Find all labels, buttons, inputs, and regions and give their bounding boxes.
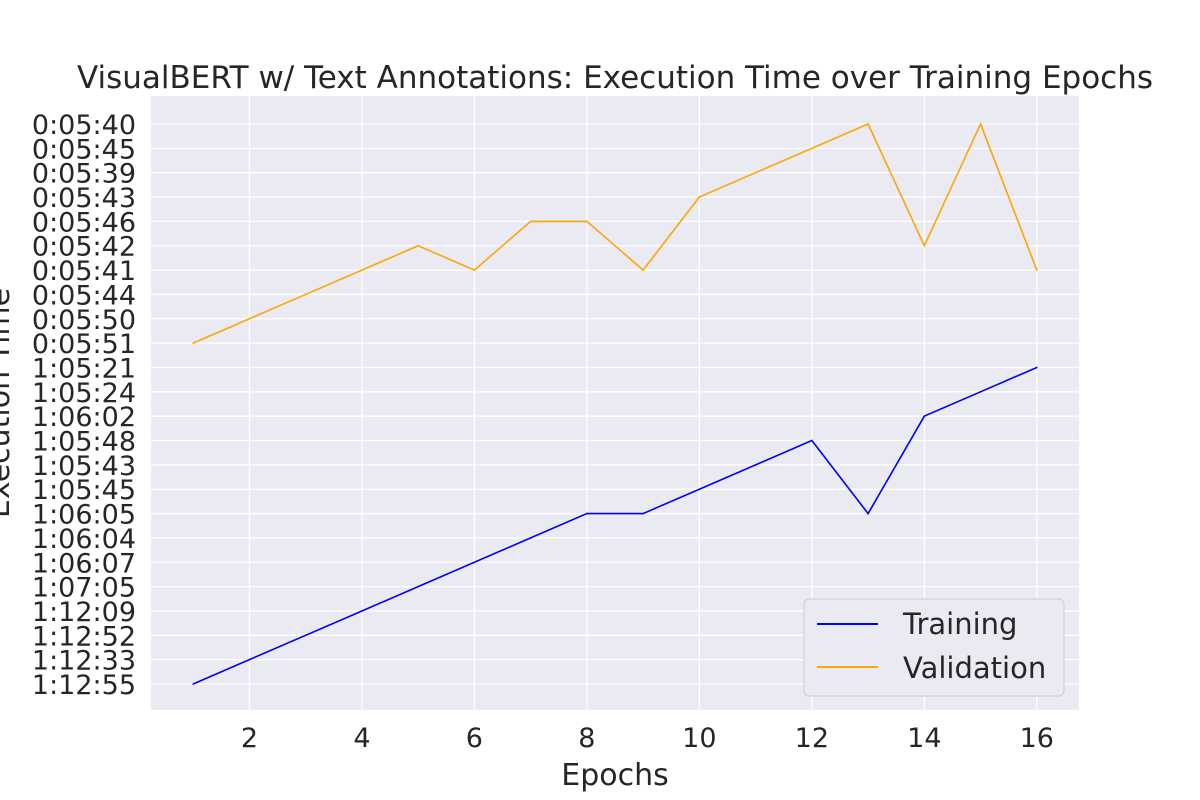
y-axis-label: Execution Time [0,288,17,518]
data-point-validation [586,220,588,223]
data-point-training [248,658,251,661]
data-point-validation [361,269,363,271]
data-point-validation [1036,269,1038,271]
data-point-validation [867,123,869,125]
y-tick-label: 1:05:21 [32,353,136,384]
y-tick-label: 1:06:07 [32,548,136,579]
x-tick-label: 16 [1020,723,1054,754]
data-point-validation [979,123,982,125]
data-point-validation [248,317,251,320]
data-point-training [361,610,363,612]
data-point-validation [698,196,701,198]
data-point-validation [192,342,194,344]
y-tick-labels: 1:12:551:12:331:12:521:12:091:07:051:06:… [32,110,136,701]
data-point-validation [473,269,476,271]
data-point-validation [417,244,419,247]
data-point-training [642,512,644,515]
series-line-validation [192,121,1038,344]
data-point-training [923,415,926,417]
y-tick-label: 1:05:24 [32,378,136,409]
x-tick-label: 14 [907,723,941,754]
data-point-training [192,683,194,685]
chart-title: VisualBERT w/ Text Annotations: Executio… [77,60,1153,96]
legend: Training Validation [803,598,1065,697]
data-point-training [811,439,813,442]
x-axis-label: Epochs [561,758,669,793]
y-tick-label: 1:12:09 [32,597,136,628]
y-tick-label: 0:05:40 [32,110,136,141]
x-tick-label: 4 [353,723,370,754]
data-point-training [754,464,757,466]
legend-label-validation: Validation [903,651,1046,685]
series-lines [192,121,1038,685]
y-tick-label: 1:12:33 [32,646,136,677]
y-tick-label: 0:05:39 [32,159,136,190]
y-tick-label: 0:05:42 [32,232,136,263]
data-point-training [979,391,982,393]
data-point-validation [529,220,532,223]
y-tick-label: 1:06:02 [32,402,136,433]
data-point-training [304,634,307,637]
y-tick-label: 1:05:43 [32,451,136,482]
y-tick-label: 1:12:55 [32,670,136,701]
data-point-training [1036,366,1038,369]
x-tick-labels: 2 4 6 8 10 12 14 16 [241,723,1054,754]
y-tick-label: 0:05:44 [32,280,136,311]
data-point-validation [304,293,307,296]
y-tick-label: 0:05:41 [32,256,136,287]
data-point-training [867,512,869,515]
data-point-validation [754,171,757,174]
data-point-validation [923,244,926,247]
y-tick-label: 0:05:50 [32,305,136,336]
data-point-training [698,488,701,491]
data-point-validation [642,269,644,271]
series-line-training [192,366,1038,685]
y-tick-label: 1:06:04 [32,524,136,555]
x-tick-label: 8 [578,723,595,754]
legend-label-training: Training [902,607,1017,641]
data-point-training [586,512,588,515]
y-tick-label: 1:06:05 [32,500,136,531]
data-point-training [529,537,532,539]
data-point-training [417,585,419,588]
y-tick-label: 0:05:46 [32,207,136,238]
x-tick-label: 10 [682,723,716,754]
y-tick-label: 1:07:05 [32,573,136,604]
y-tick-label: 0:05:51 [32,329,136,360]
x-tick-label: 2 [241,723,258,754]
y-tick-label: 1:05:48 [32,427,136,458]
y-tick-label: 1:05:45 [32,475,136,506]
y-tick-label: 1:12:52 [32,621,136,652]
data-point-validation [811,147,813,150]
data-point-training [473,561,476,564]
y-tick-label: 0:05:43 [32,183,136,214]
x-tick-label: 12 [795,723,829,754]
y-tick-label: 0:05:45 [32,134,136,165]
x-tick-label: 6 [466,723,483,754]
